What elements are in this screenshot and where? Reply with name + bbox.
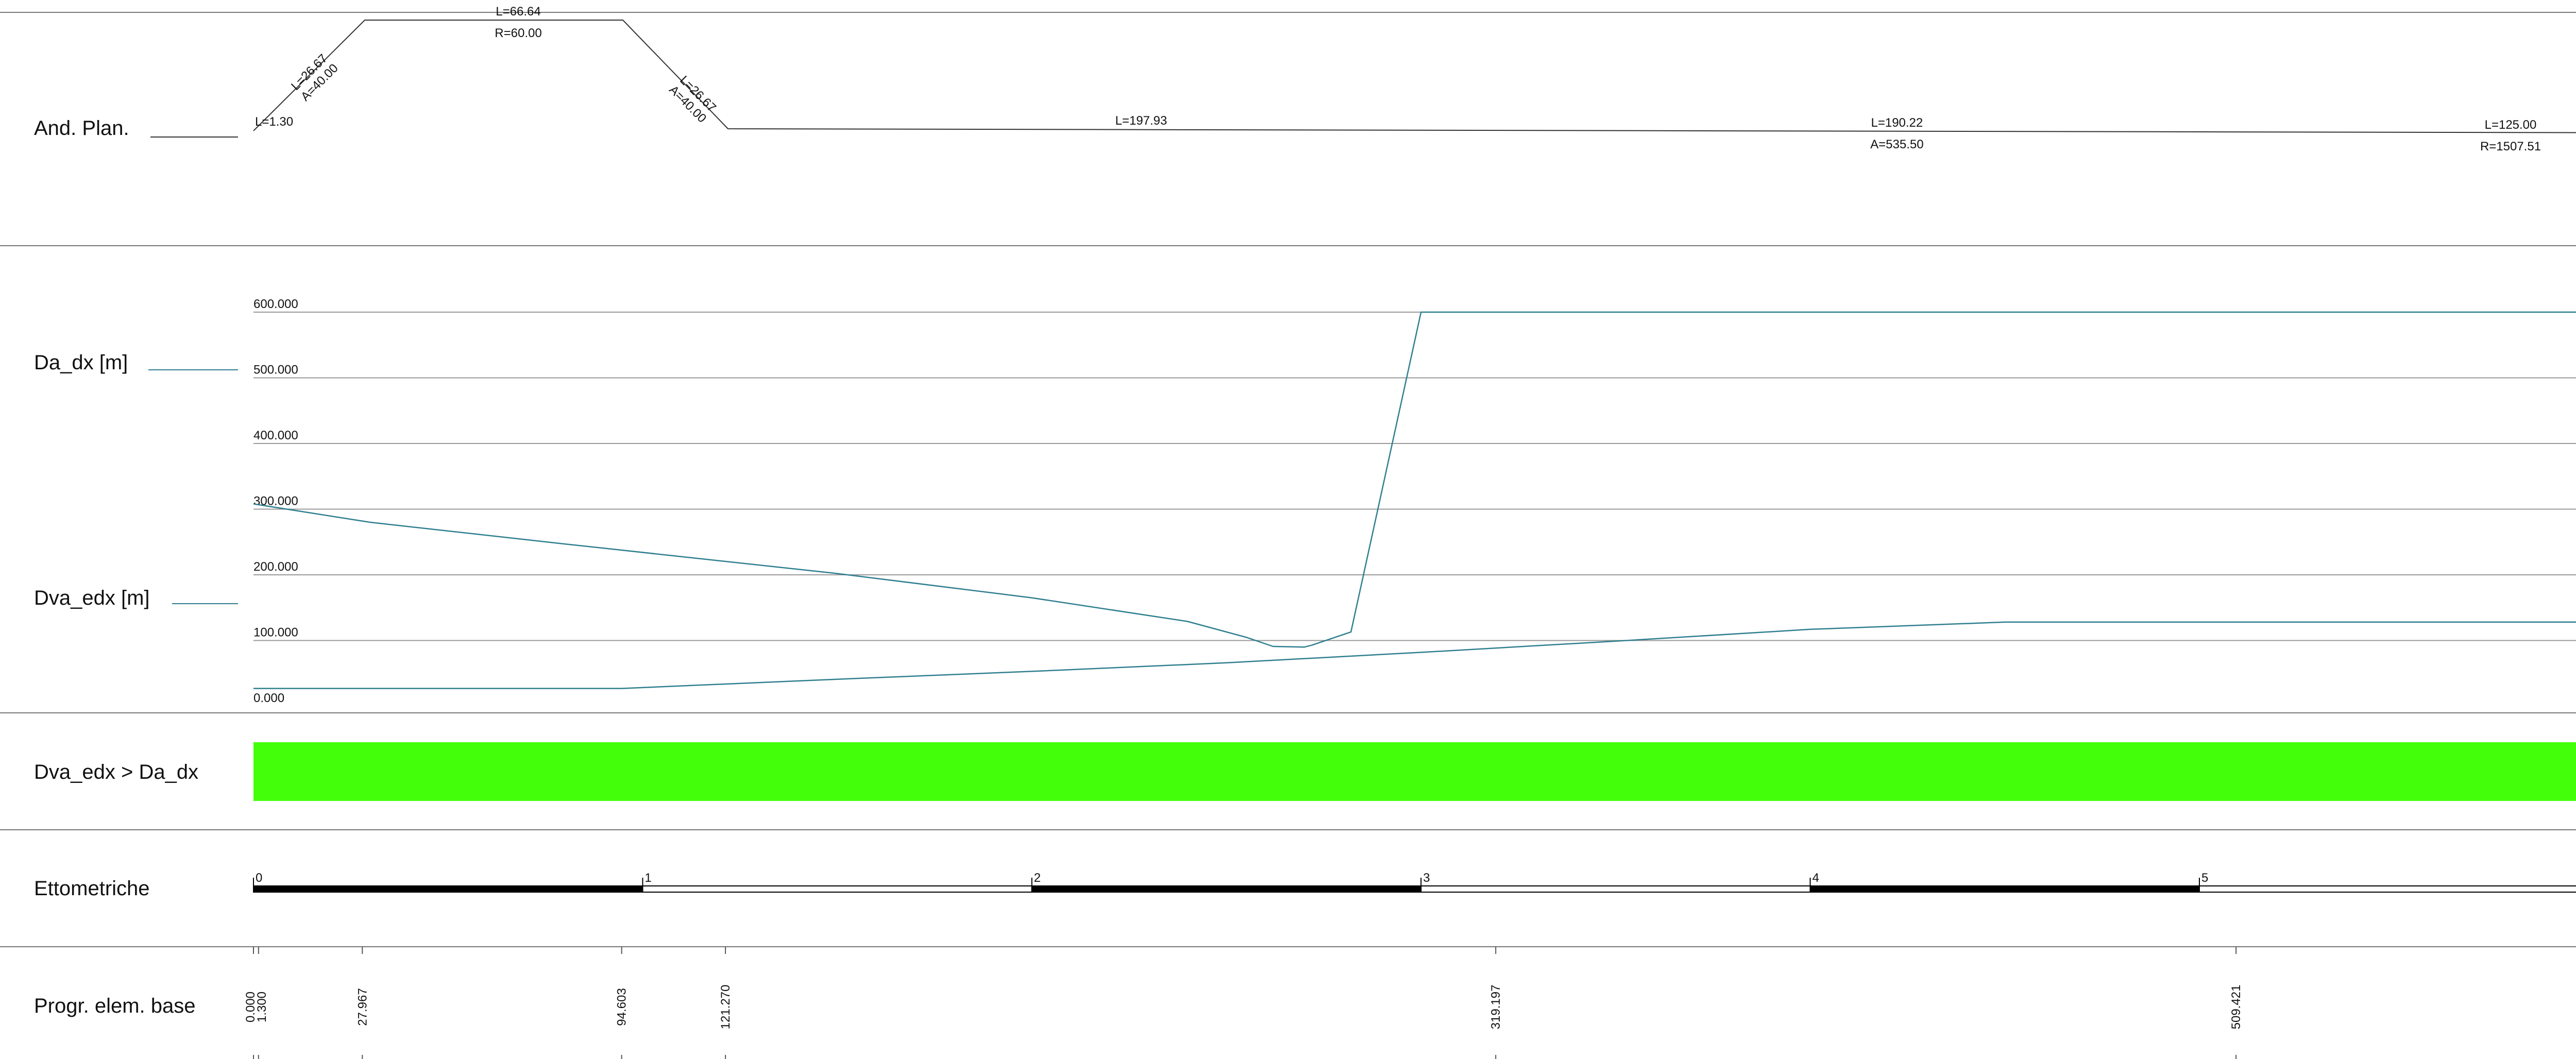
series-line-da-dx (253, 311, 2576, 648)
plan-alignment-line (253, 20, 2576, 133)
series-line-dva-edx (253, 621, 2576, 689)
y-tick-label: 500.000 (253, 363, 298, 377)
plan-label-2: L=26.67 A=40.00 (289, 52, 341, 104)
y-tick-labels: 600.000 500.000 400.000 300.000 200.000 100.0… (253, 297, 298, 705)
plan-label-3-radius: R=60.00 (495, 26, 541, 40)
y-tick-label: 200.000 (253, 560, 298, 574)
ettometrica-label: 2 (1034, 871, 1041, 885)
ettometrica-segment (253, 885, 643, 893)
series-layer (253, 311, 2576, 689)
row-label-compare: Dva_edx > Da_dx (34, 761, 198, 783)
ettometrica-label: 4 (1812, 871, 1819, 885)
ettometrica-segment (1031, 885, 1422, 893)
compare-band (253, 742, 2576, 801)
row-label-da-dx: Da_dx [m] (34, 351, 128, 374)
ettometrica-label: 1 (645, 871, 651, 885)
row-frames (0, 12, 2576, 947)
ettometrica-label: 5 (2201, 871, 2208, 885)
progr-label: 121.270 (719, 985, 733, 1030)
progr-label: 0.000 (244, 992, 258, 1022)
plan-label-6-length: L=190.22 (1871, 116, 1923, 130)
y-tick-label: 300.000 (253, 494, 298, 508)
progr-label: 27.967 (355, 988, 369, 1026)
plan-label-7-radius: R=1507.51 (2480, 140, 2541, 153)
row-label-dva-edx: Dva_edx [m] (34, 587, 150, 609)
plan-label-4: L=26.67 A=40.00 (666, 73, 719, 126)
y-tick-label: 400.000 (253, 429, 298, 442)
plan-label-5-length: L=197.93 (1115, 114, 1167, 128)
progr-label: 94.603 (615, 988, 629, 1026)
progr-label: 1.300 (255, 992, 269, 1022)
plan-label-6-param: A=535.50 (1870, 138, 1923, 151)
ettometrica-label: 3 (1423, 871, 1430, 885)
y-grid (253, 312, 2576, 641)
progr-label: 509.421 (2229, 985, 2243, 1030)
ettometrica-segment (642, 885, 1032, 893)
y-tick-label: 100.000 (253, 626, 298, 640)
plan-label-1: L=1.30 (255, 115, 293, 129)
plan-label-3-length: L=66.64 (496, 5, 540, 19)
y-tick-label: 0.000 (253, 691, 284, 705)
progr-label: 319.197 (1489, 985, 1503, 1030)
ettometrica-label: 0 (256, 871, 262, 885)
row-label-plan: And. Plan. (34, 117, 129, 140)
ettometrica-segment (1420, 885, 1811, 893)
ettometriche-scale: 0123456 (253, 871, 2576, 893)
ettometrica-segment (1809, 885, 2200, 893)
plan-labels: L=1.30 L=26.67 A=40.00 L=66.64 R=60.00 L… (255, 5, 2541, 153)
ettometrica-segment (2199, 885, 2576, 893)
plan-label-7-length: L=125.00 (2485, 118, 2537, 132)
row-label-ettometriche: Ettometriche (34, 877, 150, 900)
row-label-progr: Progr. elem. base (34, 995, 196, 1017)
y-tick-label: 600.000 (253, 297, 298, 311)
